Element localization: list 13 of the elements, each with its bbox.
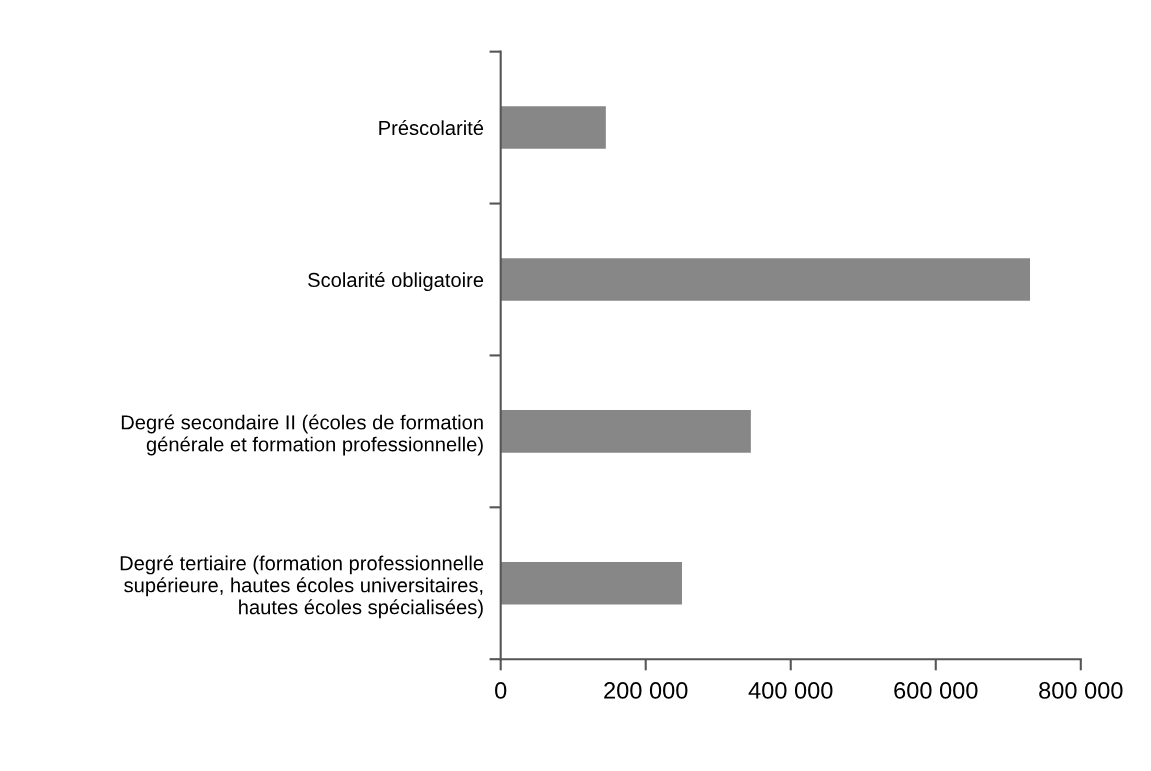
bar bbox=[500, 258, 1031, 301]
x-tick-label: 600 000 bbox=[894, 682, 978, 699]
y-tick-label: Préscolarité bbox=[379, 120, 484, 136]
x-tick-label: 400 000 bbox=[748, 682, 833, 699]
bar bbox=[500, 106, 606, 149]
x-tick-label: 200 000 bbox=[604, 682, 688, 699]
y-tick-label: Degré secondaire II (écoles de formation générale et formation professionnelle) bbox=[121, 414, 483, 456]
bar bbox=[500, 410, 751, 453]
y-tick-label: Scolarité obligatoire bbox=[308, 272, 484, 292]
x-tick-label: 800 000 bbox=[1039, 682, 1123, 699]
x-tick-label: 0 bbox=[495, 682, 507, 699]
y-tick-label: Degré tertiaire (formation professionnelle supérieure, hautes écoles universitaires, hautes écoles spécialisées) bbox=[120, 555, 484, 619]
bar bbox=[500, 562, 682, 605]
